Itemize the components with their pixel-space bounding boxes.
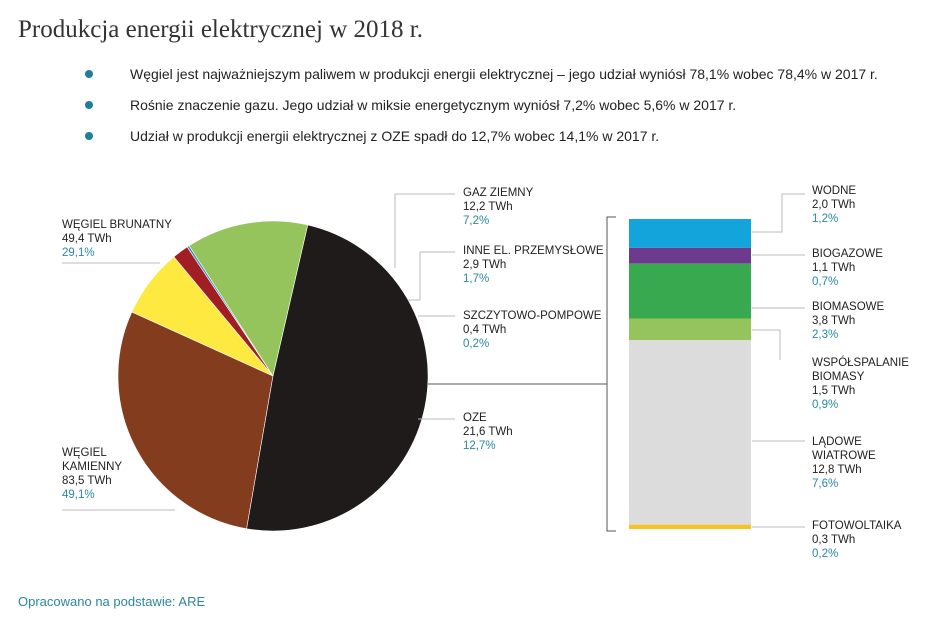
bar-segment-wspolspalanie-biomasy: [629, 318, 751, 341]
pie-slice-wegiel-kamienny: [246, 224, 429, 532]
segment-fotowoltaika-value-label: 0,3 TWh: [812, 534, 855, 546]
slice-gaz-ziemny-percent-label: 7,2%: [463, 215, 489, 227]
segment-biomasowe-value-label: 3,8 TWh: [812, 315, 855, 327]
slice-wegiel-brunatny-label: WĘGIEL BRUNATNY: [62, 219, 172, 231]
slice-inne-el-przemyslowe-value-label: 2,9 TWh: [463, 259, 506, 271]
bullet-dot-icon: [85, 132, 93, 140]
source-note: Opracowano na podstawie: ARE: [18, 594, 206, 609]
segment-wspolspalanie-biomasy-percent-label: 0,9%: [812, 399, 838, 411]
leader-line: [394, 193, 455, 268]
bullet-dot-icon: [85, 70, 93, 78]
leader-line: [752, 193, 805, 233]
segment-wodne-label: WODNE: [812, 185, 856, 197]
slice-gaz-ziemny-value-label: 12,2 TWh: [463, 201, 513, 213]
segment-biogazowe-percent-label: 0,7%: [812, 276, 838, 288]
slice-gaz-ziemny-label: GAZ ZIEMNY: [463, 187, 534, 199]
page-title: Produkcja energii elektrycznej w 2018 r.: [18, 16, 423, 43]
bar-segment-biomasowe: [629, 263, 751, 319]
segment-wspolspalanie-biomasy-value-label: 1,5 TWh: [812, 385, 855, 397]
key-point-text: Rośnie znaczenie gazu. Jego udział w mik…: [130, 97, 737, 113]
connector-bracket: [606, 216, 616, 532]
slice-wegiel-kamienny-value-label: 83,5 TWh: [62, 475, 112, 487]
slice-inne-el-przemyslowe-label: INNE EL. PRZEMYSŁOWE: [463, 245, 604, 257]
bar-segment-wodne: [629, 219, 751, 248]
slice-inne-el-przemyslowe-percent-label: 1,7%: [463, 273, 489, 285]
segment-ladowe-wiatrowe-label: LĄDOWE: [812, 436, 862, 448]
slice-oze-percent-label: 12,7%: [463, 440, 496, 452]
slice-wegiel-kamienny-percent-label: 49,1%: [62, 489, 95, 501]
leader-line: [752, 329, 781, 360]
segment-wodne-percent-label: 1,2%: [812, 213, 838, 225]
bar-segment-ladowe-wiatrowe: [629, 340, 751, 525]
segment-wodne-value-label: 2,0 TWh: [812, 199, 855, 211]
segment-wspolspalanie-biomasy-label: BIOMASY: [812, 371, 865, 383]
bar-segment-biogazowe: [629, 247, 751, 264]
slice-szczytowo-pompowe-percent-label: 0,2%: [463, 338, 489, 350]
segment-ladowe-wiatrowe-value-label: 12,8 TWh: [812, 464, 862, 476]
slice-wegiel-kamienny-label: WĘGIEL: [62, 447, 107, 459]
slice-oze-label: OZE: [463, 412, 487, 424]
slice-szczytowo-pompowe-label: SZCZYTOWO-POMPOWE: [463, 310, 602, 322]
pie-slice-oze: [188, 220, 309, 377]
bar-segment-fotowoltaika: [629, 524, 751, 529]
segment-ladowe-wiatrowe-label: WIATROWE: [812, 450, 876, 462]
pie-slice-wegiel-brunatny: [117, 311, 274, 530]
segment-ladowe-wiatrowe-percent-label: 7,6%: [812, 478, 838, 490]
leader-line: [408, 251, 455, 301]
key-point-text: Udział w produkcji energii elektrycznej …: [130, 128, 660, 144]
slice-wegiel-brunatny-percent-label: 29,1%: [62, 247, 95, 259]
slice-wegiel-kamienny-label: KAMIENNY: [62, 461, 122, 473]
key-point-text: Węgiel jest najważniejszym paliwem w pro…: [130, 66, 878, 82]
slice-szczytowo-pompowe-value-label: 0,4 TWh: [463, 324, 506, 336]
segment-biogazowe-label: BIOGAZOWE: [812, 248, 883, 260]
segment-biogazowe-value-label: 1,1 TWh: [812, 262, 855, 274]
slice-wegiel-brunatny-value-label: 49,4 TWh: [62, 233, 112, 245]
bullet-dot-icon: [85, 101, 93, 109]
slice-oze-value-label: 21,6 TWh: [463, 426, 513, 438]
segment-fotowoltaika-percent-label: 0,2%: [812, 548, 838, 560]
segment-biomasowe-percent-label: 2,3%: [812, 329, 838, 341]
segment-biomasowe-label: BIOMASOWE: [812, 301, 885, 313]
segment-fotowoltaika-label: FOTOWOLTAIKA: [812, 520, 902, 532]
segment-wspolspalanie-biomasy-label: WSPÓŁSPALANIE: [812, 356, 909, 369]
